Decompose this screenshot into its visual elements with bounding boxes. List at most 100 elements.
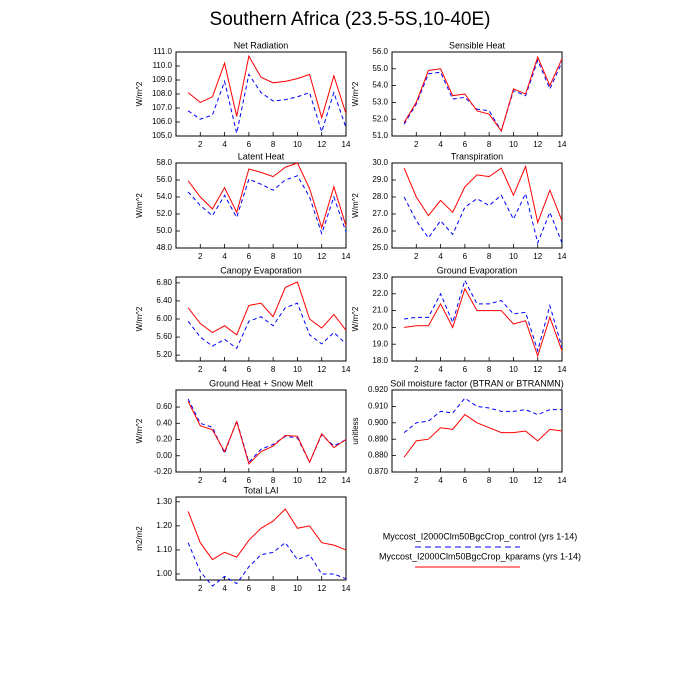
y-axis-label: W/m^2: [351, 193, 360, 218]
panel-title: Soil moisture factor (BTRAN or BTRANMN): [390, 378, 564, 388]
y-tick-label: 50.0: [156, 226, 172, 235]
x-tick-label: 8: [487, 365, 492, 374]
x-tick-label: 12: [317, 584, 326, 593]
x-tick-label: 4: [222, 365, 227, 374]
series-line: [404, 287, 563, 358]
y-axis-label: W/m^2: [135, 418, 144, 443]
x-tick-label: 2: [198, 584, 203, 593]
plot-frame: [175, 162, 347, 249]
y-tick-label: 1.20: [156, 521, 172, 530]
x-tick-label: 8: [271, 584, 276, 593]
x-tick-label: 12: [317, 252, 326, 261]
x-tick-label: 2: [198, 140, 203, 149]
x-tick-label: 12: [317, 476, 326, 485]
series-line: [187, 54, 347, 120]
series-line: [187, 281, 347, 336]
panel: Soil moisture factor (BTRAN or BTRANMN) u…: [351, 378, 567, 485]
y-tick-label: 110.0: [153, 61, 173, 70]
legend-label: Myccost_I2000Clm50BgcCrop_kparams (yrs 1…: [379, 551, 581, 561]
y-tick-label: 6.40: [156, 296, 172, 305]
series-line: [187, 398, 347, 464]
x-tick-label: 4: [222, 584, 227, 593]
x-tick-label: 8: [487, 140, 492, 149]
y-tick-label: 22.0: [372, 289, 388, 298]
y-tick-label: 0.920: [368, 385, 389, 394]
x-tick-label: 4: [222, 252, 227, 261]
x-tick-label: 6: [247, 584, 252, 593]
x-tick-label: 14: [558, 476, 567, 485]
x-tick-label: 12: [533, 476, 542, 485]
y-tick-label: 19.0: [372, 339, 388, 348]
series-line: [403, 192, 563, 245]
x-tick-label: 6: [247, 252, 252, 261]
y-tick-label: 0.890: [368, 434, 389, 443]
x-tick-label: 14: [558, 140, 567, 149]
y-tick-label: 56.0: [156, 175, 172, 184]
y-tick-label: 20.0: [372, 323, 388, 332]
y-tick-label: 54.0: [372, 81, 388, 90]
panel: Canopy Evaporation W/m^2 2 4 6 8 10 12 14 5.20 5.6…: [135, 265, 351, 374]
y-tick-label: 55.0: [372, 64, 388, 73]
y-axis-label: W/m^2: [135, 81, 144, 106]
panel-title: Transpiration: [451, 151, 503, 161]
figure-title: Southern Africa (23.5-5S,10-40E): [210, 9, 491, 30]
y-tick-label: 0.00: [156, 451, 172, 460]
panel-title: Total LAI: [243, 485, 278, 495]
y-tick-label: 5.60: [156, 332, 172, 341]
series-line: [404, 279, 563, 353]
series-line: [187, 73, 347, 134]
y-tick-label: 0.60: [156, 402, 172, 411]
x-tick-label: 10: [509, 140, 518, 149]
y-tick-label: 0.900: [368, 418, 389, 427]
y-tick-label: 1.10: [156, 545, 172, 554]
plot-frame: [391, 389, 563, 473]
x-tick-label: 6: [463, 365, 468, 374]
x-tick-label: 10: [293, 584, 302, 593]
x-tick-label: 12: [317, 140, 326, 149]
series-line: [403, 397, 562, 434]
panel-title: Canopy Evaporation: [220, 265, 302, 275]
y-tick-label: 111.0: [153, 47, 172, 56]
y-tick-label: 105.0: [152, 131, 173, 140]
panel: Ground Evaporation W/m^2 2 4 6 8 10 12 14 18.0 19.…: [351, 265, 567, 374]
x-tick-label: 8: [271, 476, 276, 485]
y-tick-label: 106.0: [152, 117, 173, 126]
x-tick-label: 14: [342, 476, 351, 485]
x-tick-label: 8: [487, 476, 492, 485]
x-tick-label: 6: [247, 140, 252, 149]
panel: Latent Heat W/m^2 2 4 6 8 10 12 14 48.0 50.0 52.0 54…: [135, 151, 351, 261]
y-tick-label: 56.0: [372, 47, 388, 56]
y-tick-label: 109.0: [152, 75, 173, 84]
x-tick-label: 10: [293, 365, 302, 374]
y-tick-label: 5.20: [156, 350, 172, 359]
x-tick-label: 12: [533, 365, 542, 374]
x-tick-label: 4: [222, 476, 227, 485]
series-line: [187, 162, 347, 230]
plot-frame: [175, 51, 347, 137]
plot-frame: [175, 276, 347, 362]
x-tick-label: 8: [271, 365, 276, 374]
y-tick-label: 52.0: [156, 209, 172, 218]
series-line: [403, 164, 563, 225]
y-tick-label: 51.0: [372, 131, 388, 140]
series-line: [187, 175, 347, 236]
y-tick-label: 0.40: [156, 418, 172, 427]
panel-title: Ground Heat + Snow Melt: [209, 378, 313, 388]
y-tick-label: 27.0: [372, 209, 388, 218]
panel: Ground Heat + Snow Melt W/m^2 2 4 6 8 10 12 14 -0…: [135, 378, 351, 485]
series-line: [403, 59, 563, 133]
x-tick-label: 2: [414, 476, 419, 485]
x-tick-label: 10: [509, 365, 518, 374]
y-tick-label: 6.80: [156, 278, 172, 287]
y-tick-label: 29.0: [372, 175, 388, 184]
x-tick-label: 10: [509, 476, 518, 485]
y-axis-label: W/m^2: [135, 193, 144, 218]
x-tick-label: 10: [293, 252, 302, 261]
x-tick-label: 12: [317, 365, 326, 374]
x-tick-label: 6: [247, 476, 252, 485]
x-tick-label: 14: [342, 252, 351, 261]
y-axis-label: W/m^2: [135, 306, 144, 331]
panel: Transpiration W/m^2 2 4 6 8 10 12 14 25.0 26.0 27.0…: [351, 151, 567, 261]
x-tick-label: 12: [533, 252, 542, 261]
